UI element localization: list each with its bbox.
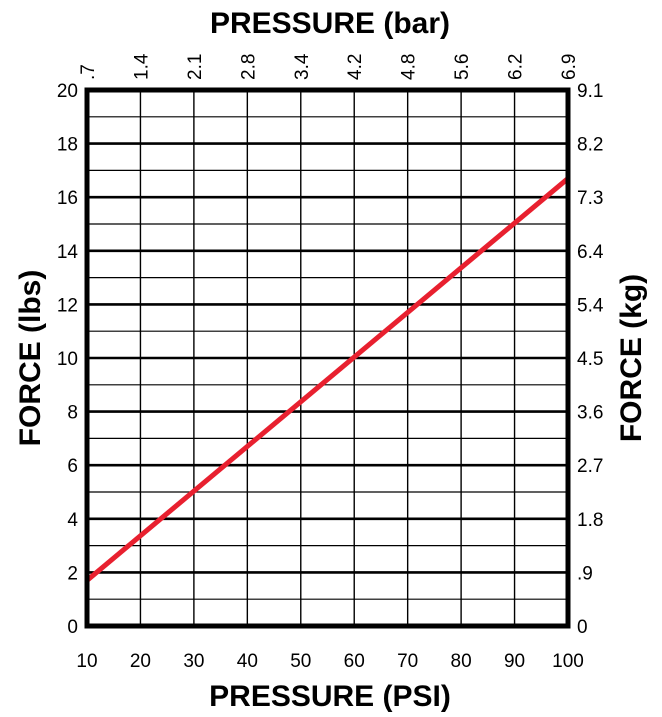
kg-tick-label: 5.4: [577, 295, 604, 316]
kg-tick-label: 4.5: [577, 349, 603, 370]
psi-tick-label: 90: [504, 651, 525, 672]
bar-tick-label: 6.2: [506, 54, 527, 80]
bar-tick-label: 2.1: [185, 54, 206, 80]
psi-tick-label: 40: [237, 651, 258, 672]
kg-tick-label: 9.1: [577, 81, 603, 102]
lbs-tick-label: 18: [57, 135, 78, 156]
top-axis-title: PRESSURE (bar): [210, 7, 450, 40]
bar-tick-label: 4.2: [345, 54, 366, 80]
psi-tick-label: 80: [451, 651, 472, 672]
lbs-tick-label: 14: [57, 242, 79, 263]
plot-frame: [84, 87, 571, 629]
series-layer: [85, 176, 570, 583]
lbs-tick-label: 20: [57, 81, 78, 102]
left-axis-title: FORCE (lbs): [14, 270, 47, 447]
psi-tick-label: 60: [344, 651, 365, 672]
bar-tick-label: .7: [78, 64, 99, 80]
lbs-tick-label: 16: [57, 188, 78, 209]
kg-tick-label: 3.6: [577, 403, 603, 424]
kg-tick-label: 2.7: [577, 456, 603, 477]
kg-tick-label: 1.8: [577, 510, 603, 531]
lbs-tick-label: 8: [67, 403, 78, 424]
major-grid: [87, 142, 568, 574]
psi-tick-label: 10: [76, 651, 97, 672]
tick-labels: 10 20 30 40 50 60 70 80 90 100.7 1.4 2.1 2.8 3.4 4.2 4.…: [57, 53, 604, 672]
bar-tick-label: 6.9: [559, 54, 580, 80]
lbs-tick-label: 4: [67, 510, 78, 531]
psi-tick-label: 30: [183, 651, 204, 672]
kg-tick-label: .9: [577, 563, 593, 584]
bar-tick-label: 3.4: [292, 53, 313, 80]
bar-tick-label: 2.8: [238, 54, 259, 80]
bar-tick-label: 5.6: [452, 54, 473, 80]
bar-tick-label: 1.4: [131, 53, 152, 80]
kg-tick-label: 0: [577, 617, 588, 638]
kg-tick-label: 8.2: [577, 135, 603, 156]
lbs-tick-label: 0: [67, 617, 78, 638]
psi-tick-label: 50: [290, 651, 311, 672]
bar-tick-label: 4.8: [399, 54, 420, 80]
lbs-tick-label: 10: [57, 349, 78, 370]
psi-tick-label: 20: [130, 651, 151, 672]
force-series-line: [85, 176, 570, 583]
kg-tick-label: 7.3: [577, 188, 603, 209]
psi-tick-label: 100: [552, 651, 584, 672]
lbs-tick-label: 2: [67, 563, 78, 584]
lbs-tick-label: 6: [67, 456, 78, 477]
lbs-tick-label: 12: [57, 295, 78, 316]
psi-tick-label: 70: [397, 651, 418, 672]
kg-tick-label: 6.4: [577, 242, 604, 263]
bottom-axis-title: PRESSURE (PSI): [209, 680, 451, 713]
right-axis-title: FORCE (kg): [615, 274, 648, 442]
